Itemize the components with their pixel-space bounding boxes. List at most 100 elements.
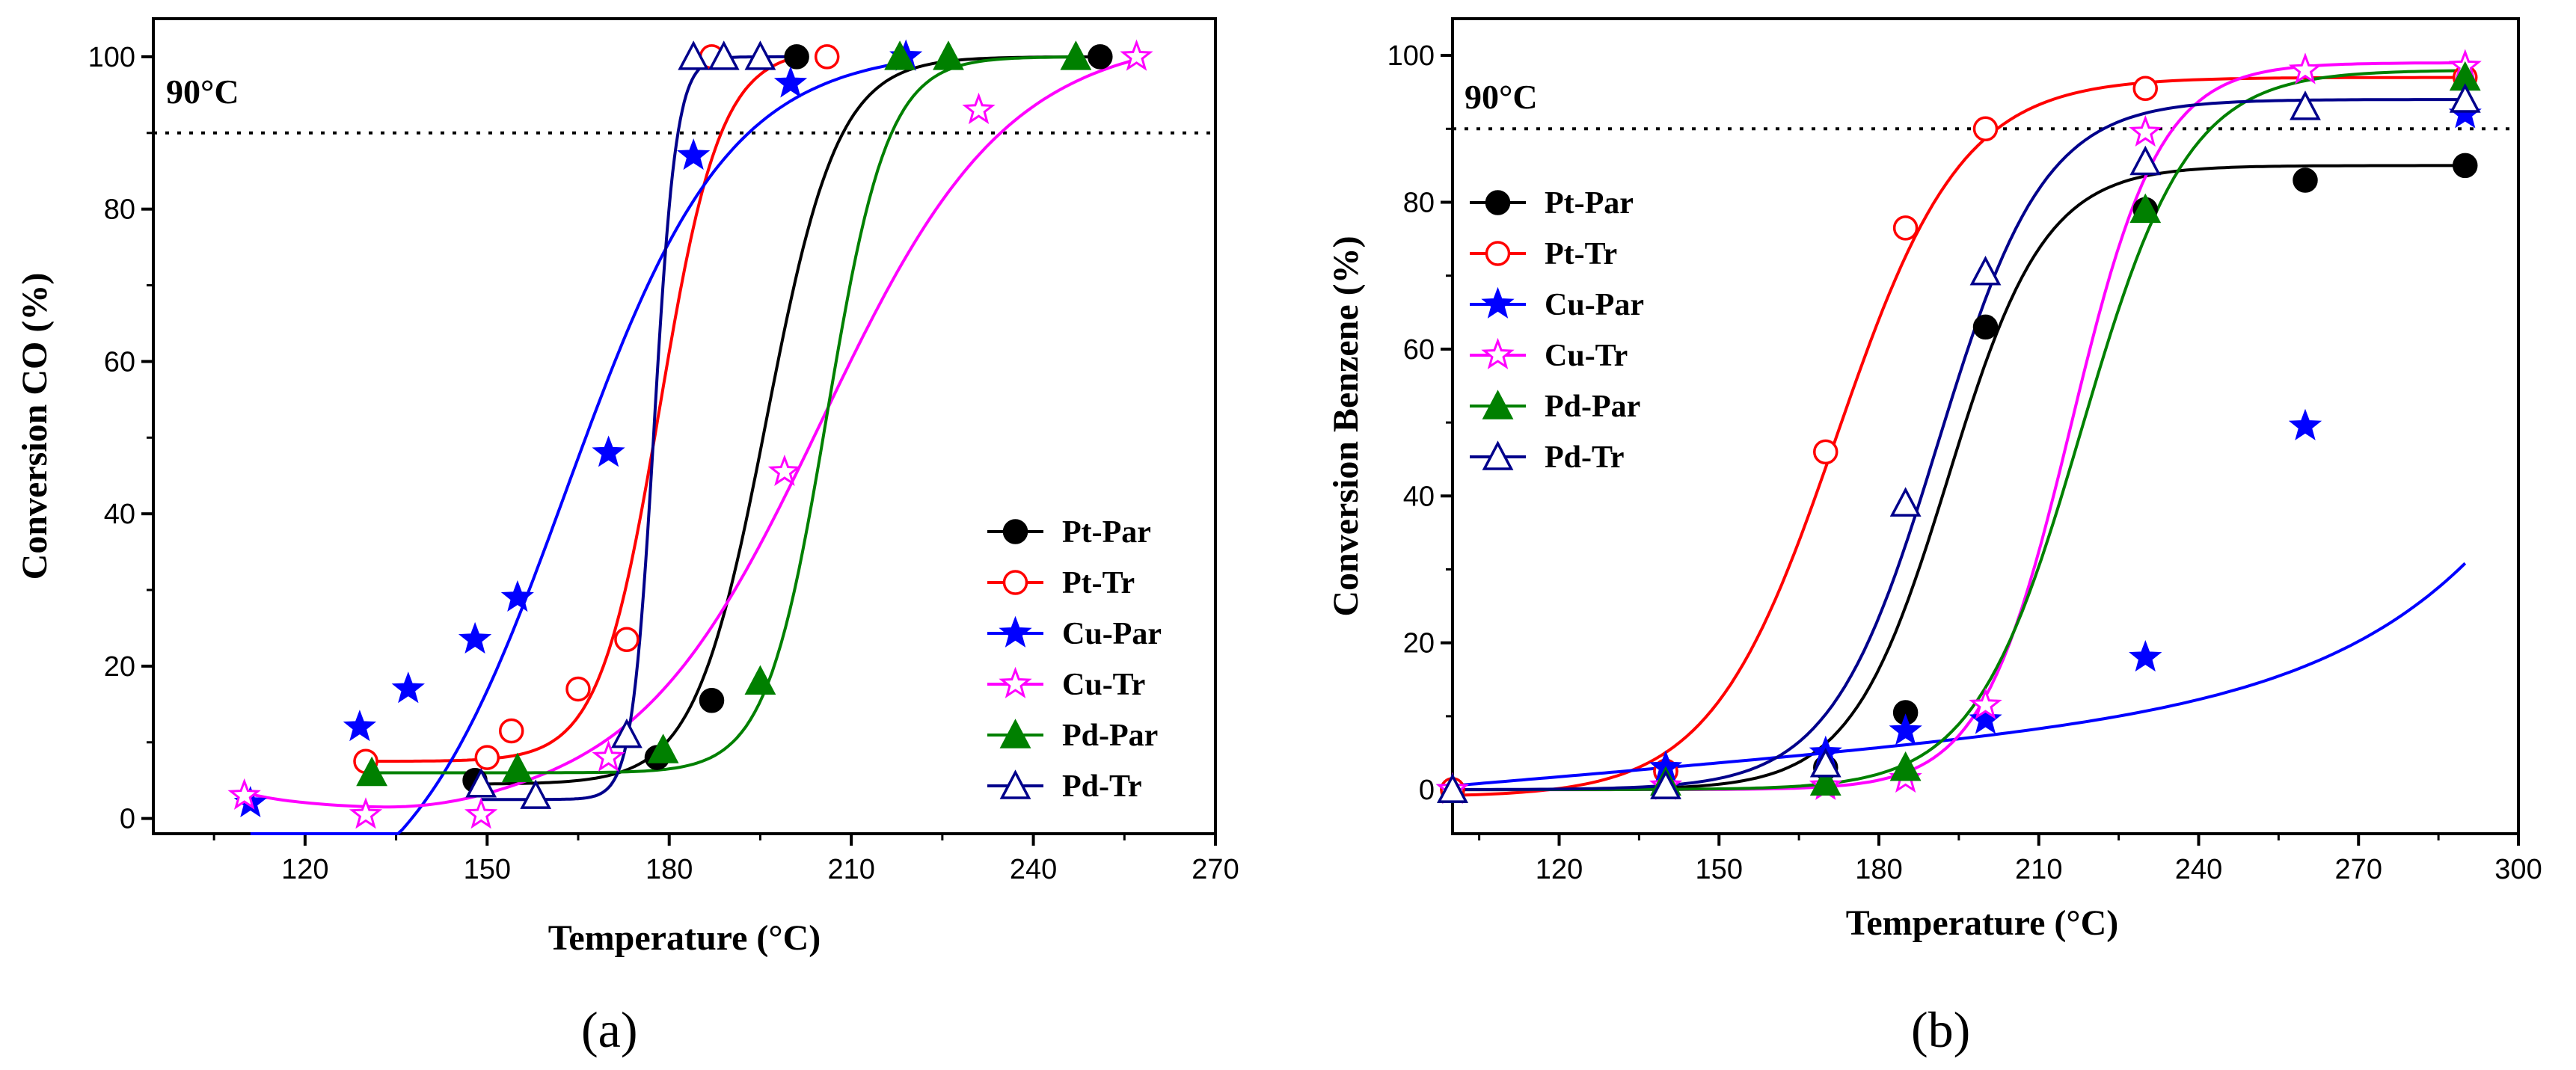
- legend-label: Pt-Par: [1545, 186, 1634, 221]
- series-curve-cu-par: [250, 61, 907, 835]
- x-tick-label: 180: [1855, 854, 1902, 885]
- data-point-pt-tr: [1972, 116, 1999, 142]
- data-point-pt-tr: [2132, 76, 2158, 102]
- data-point-pd-tr: [744, 40, 776, 70]
- markers-a: [227, 39, 1153, 829]
- x-tick-label: 270: [2335, 854, 2382, 885]
- data-point-cu-tr: [592, 740, 625, 772]
- legend-label: Cu-Tr: [1062, 668, 1145, 702]
- data-point-pd-tr: [465, 768, 497, 798]
- x-tick-label: 150: [1696, 854, 1743, 885]
- data-point-pt-par: [1088, 44, 1113, 70]
- data-point-cu-par: [500, 579, 534, 612]
- legend-label: Pd-Tr: [1062, 769, 1142, 804]
- legend-label: Cu-Tr: [1545, 339, 1628, 373]
- data-point-pd-par: [1809, 766, 1841, 796]
- x-tick-label: 150: [464, 854, 511, 885]
- data-point-pt-par: [1972, 314, 1999, 340]
- data-point-pt-tr: [498, 718, 524, 744]
- data-point-pd-par: [744, 665, 776, 695]
- x-tick-label: 180: [645, 854, 693, 885]
- series-curve-pt-tr: [1452, 76, 2465, 797]
- y-tick-label: 0: [120, 804, 135, 835]
- chart-panel-b: 90°C 120 150 180 210 240 270 300 0 20 40 60 80 100 T…: [1326, 17, 2542, 1058]
- series-curve-cu-par: [1452, 562, 2467, 787]
- data-point-pt-par: [2453, 153, 2478, 179]
- y-tick-label: 80: [104, 194, 135, 226]
- data-point-cu-tr: [1969, 687, 2002, 719]
- legend-marker: [1485, 190, 1511, 215]
- data-point-cu-tr: [767, 454, 802, 486]
- x-tick-label: 120: [1536, 854, 1583, 885]
- y-tick-label: 100: [1387, 40, 1435, 72]
- legend-marker: [1481, 286, 1515, 319]
- data-point-cu-tr: [349, 797, 383, 829]
- x-tick-label: 300: [2494, 854, 2542, 885]
- legend-marker: [999, 719, 1031, 748]
- legend-marker: [1482, 390, 1514, 419]
- data-point-pt-tr: [614, 627, 640, 652]
- data-point-pd-par: [2129, 193, 2162, 224]
- reference-label-a: 90°C: [166, 73, 239, 111]
- data-point-pd-tr: [2290, 90, 2321, 120]
- data-point-pd-tr: [520, 779, 552, 809]
- y-axis-title-a: Conversion CO (%): [15, 273, 55, 580]
- legend-marker: [1482, 440, 1514, 470]
- data-point-pd-tr: [678, 40, 710, 70]
- x-tick-label: 270: [1192, 854, 1239, 885]
- ticks-a: 120 150 180 210 240 270 0 20 40 60 80 100: [88, 42, 1239, 885]
- legend-label: Cu-Par: [1062, 617, 1162, 651]
- x-tick-label: 210: [827, 854, 874, 885]
- data-point-cu-par: [343, 710, 377, 742]
- panel-label-a: (a): [581, 1001, 637, 1058]
- data-point-cu-par: [1889, 713, 1922, 745]
- legend-marker: [1002, 570, 1028, 595]
- chart-panel-a: 90°C 120 150 180 210 240 270 0 20 40 60 80 100 Temp…: [15, 17, 1239, 1058]
- data-point-pd-par: [933, 40, 964, 70]
- data-point-cu-par: [458, 621, 492, 654]
- data-point-pd-tr: [1437, 773, 1468, 803]
- data-point-pd-tr: [1889, 487, 1922, 517]
- data-point-cu-tr: [1120, 39, 1153, 71]
- legend-marker: [999, 615, 1032, 648]
- series-curve-pt-tr: [366, 54, 803, 763]
- data-point-cu-par: [677, 138, 711, 170]
- legend-label: Pt-Tr: [1545, 237, 1617, 271]
- x-axis-title-a: Temperature (°C): [548, 918, 821, 958]
- legend-marker: [999, 769, 1031, 799]
- y-tick-label: 40: [1403, 481, 1435, 512]
- data-point-pd-par: [884, 40, 916, 70]
- data-point-pd-par: [356, 756, 388, 787]
- x-tick-label: 240: [1010, 854, 1057, 885]
- panel-label-b: (b): [1911, 1001, 1970, 1058]
- y-tick-label: 40: [104, 499, 135, 530]
- data-point-pt-tr: [1892, 215, 1919, 241]
- x-tick-label: 240: [2175, 854, 2222, 885]
- data-point-cu-par: [773, 66, 808, 98]
- series-curve-cu-tr: [244, 58, 1138, 809]
- data-point-cu-tr: [464, 797, 498, 829]
- legend-label: Pt-Tr: [1062, 566, 1135, 600]
- data-point-cu-tr: [2288, 52, 2322, 84]
- reference-label-b: 90°C: [1465, 78, 1538, 116]
- curves-a: [244, 54, 1138, 835]
- y-tick-label: 80: [1403, 187, 1435, 218]
- data-point-pd-tr: [708, 40, 740, 70]
- legend-marker: [1481, 337, 1515, 369]
- y-axis-title-b: Conversion Benzene (%): [1326, 236, 1366, 616]
- data-point-pd-par: [1889, 751, 1922, 781]
- data-point-cu-par: [2288, 408, 2322, 440]
- y-tick-label: 20: [104, 651, 135, 683]
- plot-frame-b: [1451, 17, 2520, 835]
- series-curve-pd-tr: [1453, 98, 2465, 791]
- data-point-pd-par: [647, 734, 679, 763]
- data-point-pt-par: [2293, 167, 2318, 193]
- legend-marker: [1002, 519, 1028, 544]
- series-curve-pt-par: [475, 55, 1100, 786]
- legend-b: Pt-Par Pt-Tr Cu-Par Cu-Tr Pd-Par Pd-Tr: [1470, 186, 1644, 475]
- data-point-cu-tr: [2129, 114, 2162, 147]
- y-tick-label: 100: [88, 42, 135, 73]
- legend-a: Pt-Par Pt-Tr Cu-Par Cu-Tr Pd-Par Pd-Tr: [987, 515, 1162, 804]
- data-point-cu-tr: [227, 778, 261, 810]
